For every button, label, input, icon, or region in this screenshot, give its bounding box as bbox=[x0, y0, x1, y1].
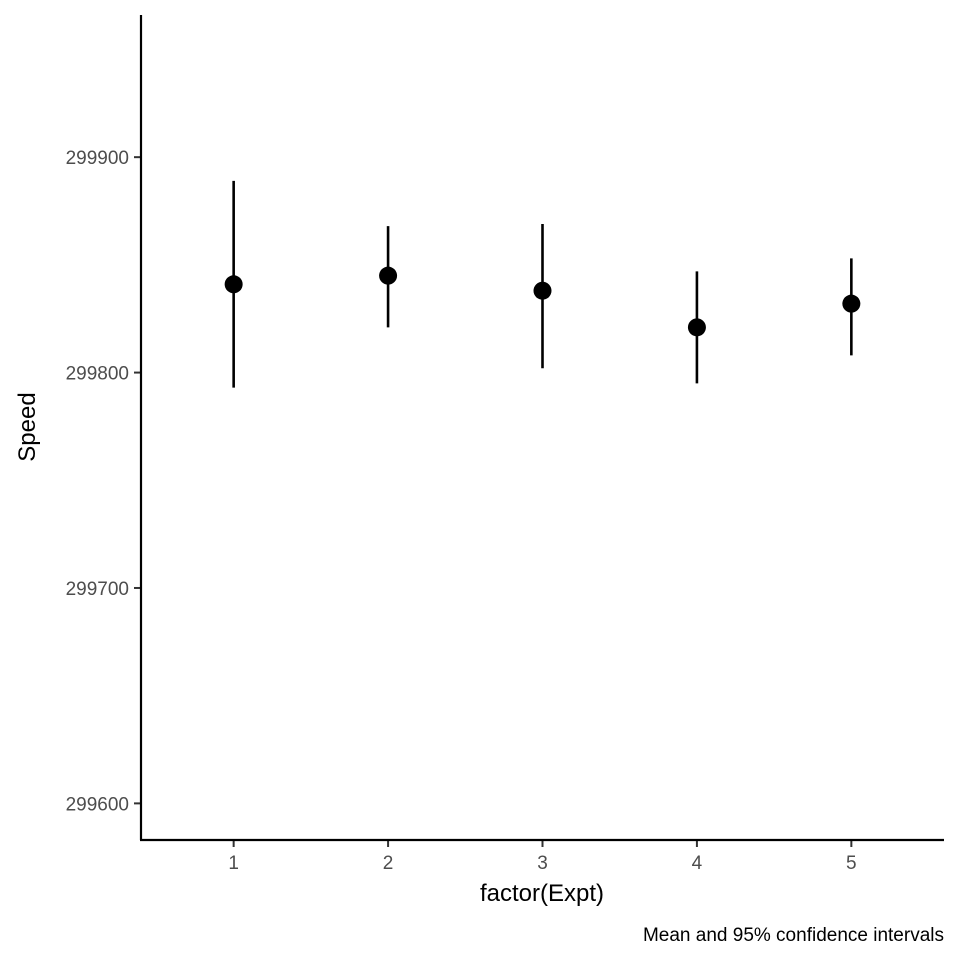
y-axis-ticks: 299600 299700 299800 299900 bbox=[66, 148, 141, 815]
mean-point bbox=[842, 294, 861, 313]
x-tick-label: 1 bbox=[228, 853, 239, 874]
x-tick-label: 2 bbox=[383, 853, 394, 874]
x-axis-ticks: 1 2 3 4 5 bbox=[228, 840, 857, 874]
y-tick-label: 299600 bbox=[66, 794, 129, 815]
x-tick-label: 3 bbox=[537, 853, 548, 874]
mean-point bbox=[533, 281, 552, 300]
y-axis-title: Speed bbox=[14, 392, 41, 461]
y-tick-label: 299900 bbox=[66, 148, 129, 169]
mean-point bbox=[379, 266, 398, 285]
chart-caption: Mean and 95% confidence intervals bbox=[643, 925, 944, 946]
mean-point bbox=[687, 318, 706, 337]
y-tick-label: 299800 bbox=[66, 364, 129, 385]
data-marks bbox=[224, 180, 861, 388]
y-tick-label: 299700 bbox=[66, 579, 129, 600]
x-tick-label: 5 bbox=[846, 853, 857, 874]
x-axis-title: factor(Expt) bbox=[480, 880, 604, 907]
mean-point bbox=[224, 275, 243, 294]
x-tick-label: 4 bbox=[692, 853, 703, 874]
